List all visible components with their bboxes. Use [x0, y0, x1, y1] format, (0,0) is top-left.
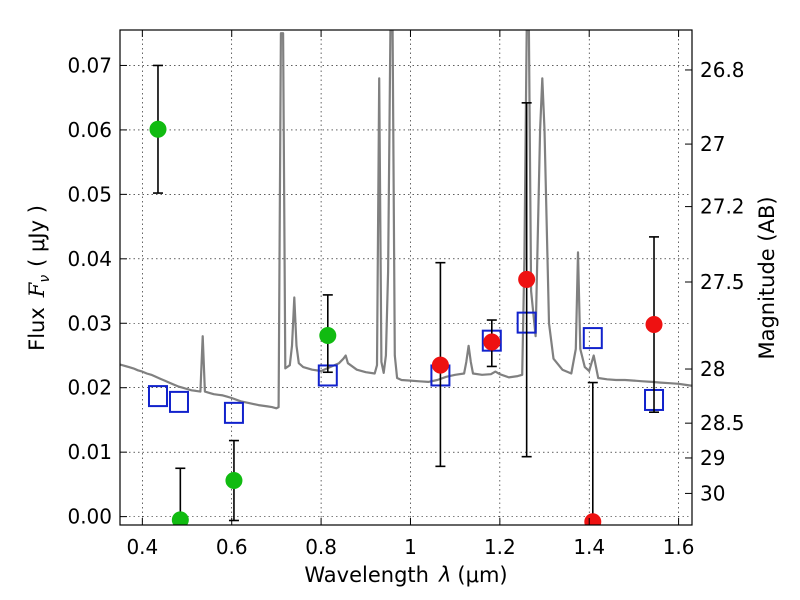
y-tick-label: 0.05	[67, 182, 112, 206]
y-tick-label: 0.00	[67, 505, 112, 529]
y-tick-label: 0.04	[67, 247, 112, 271]
y2-tick-label: 30	[700, 481, 725, 505]
model-square-marker	[223, 401, 244, 424]
x-axis-title: Wavelength λ (μm)	[304, 563, 507, 587]
red-data-point	[431, 356, 449, 374]
y-tick-label: 0.07	[67, 53, 112, 77]
model-square-marker	[168, 390, 189, 413]
x-tick-label: 0.4	[126, 535, 158, 559]
plot-frame	[119, 29, 693, 526]
x-tick-label: 0.8	[305, 535, 337, 559]
y2-tick-label: 28.5	[700, 411, 745, 435]
y2-tick-label: 27.2	[700, 195, 745, 219]
x-tick-label: 1	[404, 535, 417, 559]
model-square-marker	[147, 385, 168, 408]
red-data-point	[518, 270, 536, 288]
green-data-point	[171, 511, 189, 525]
red-data-point	[645, 316, 663, 334]
y2-tick-label: 28	[700, 357, 725, 381]
x-tick-label: 1.2	[484, 535, 516, 559]
y2-tick-label: 27.5	[700, 270, 745, 294]
x-tick-label: 1.6	[663, 535, 695, 559]
y2-tick-label: 29	[700, 446, 725, 470]
green-data-point	[149, 120, 167, 138]
x-tick-label: 1.4	[573, 535, 605, 559]
green-data-point	[225, 472, 243, 490]
axis-ticks: 0.4 0.6 0.8 1 1.2 1.4 1.6 0.00 0.01 0.02 0.03 0.04 0…	[67, 30, 745, 559]
y-tick-label: 0.06	[67, 118, 112, 142]
green-data-point	[319, 327, 337, 345]
y-tick-label: 0.01	[67, 440, 112, 464]
y-tick-label: 0.02	[67, 376, 112, 400]
plot-content	[120, 30, 692, 525]
series-layer	[120, 30, 692, 525]
y2-axis-title: Magnitude (AB)	[755, 196, 779, 359]
y2-tick-label: 27	[700, 132, 725, 156]
y-tick-label: 0.03	[67, 311, 112, 335]
spectrum-line	[120, 30, 692, 410]
y2-tick-label: 26.8	[700, 58, 745, 82]
grid-lines	[120, 30, 692, 525]
model-square-marker	[582, 327, 603, 350]
x-tick-label: 0.6	[216, 535, 248, 559]
red-data-point	[483, 333, 501, 351]
y-axis-title: FluxFν( μJy )	[25, 205, 53, 351]
